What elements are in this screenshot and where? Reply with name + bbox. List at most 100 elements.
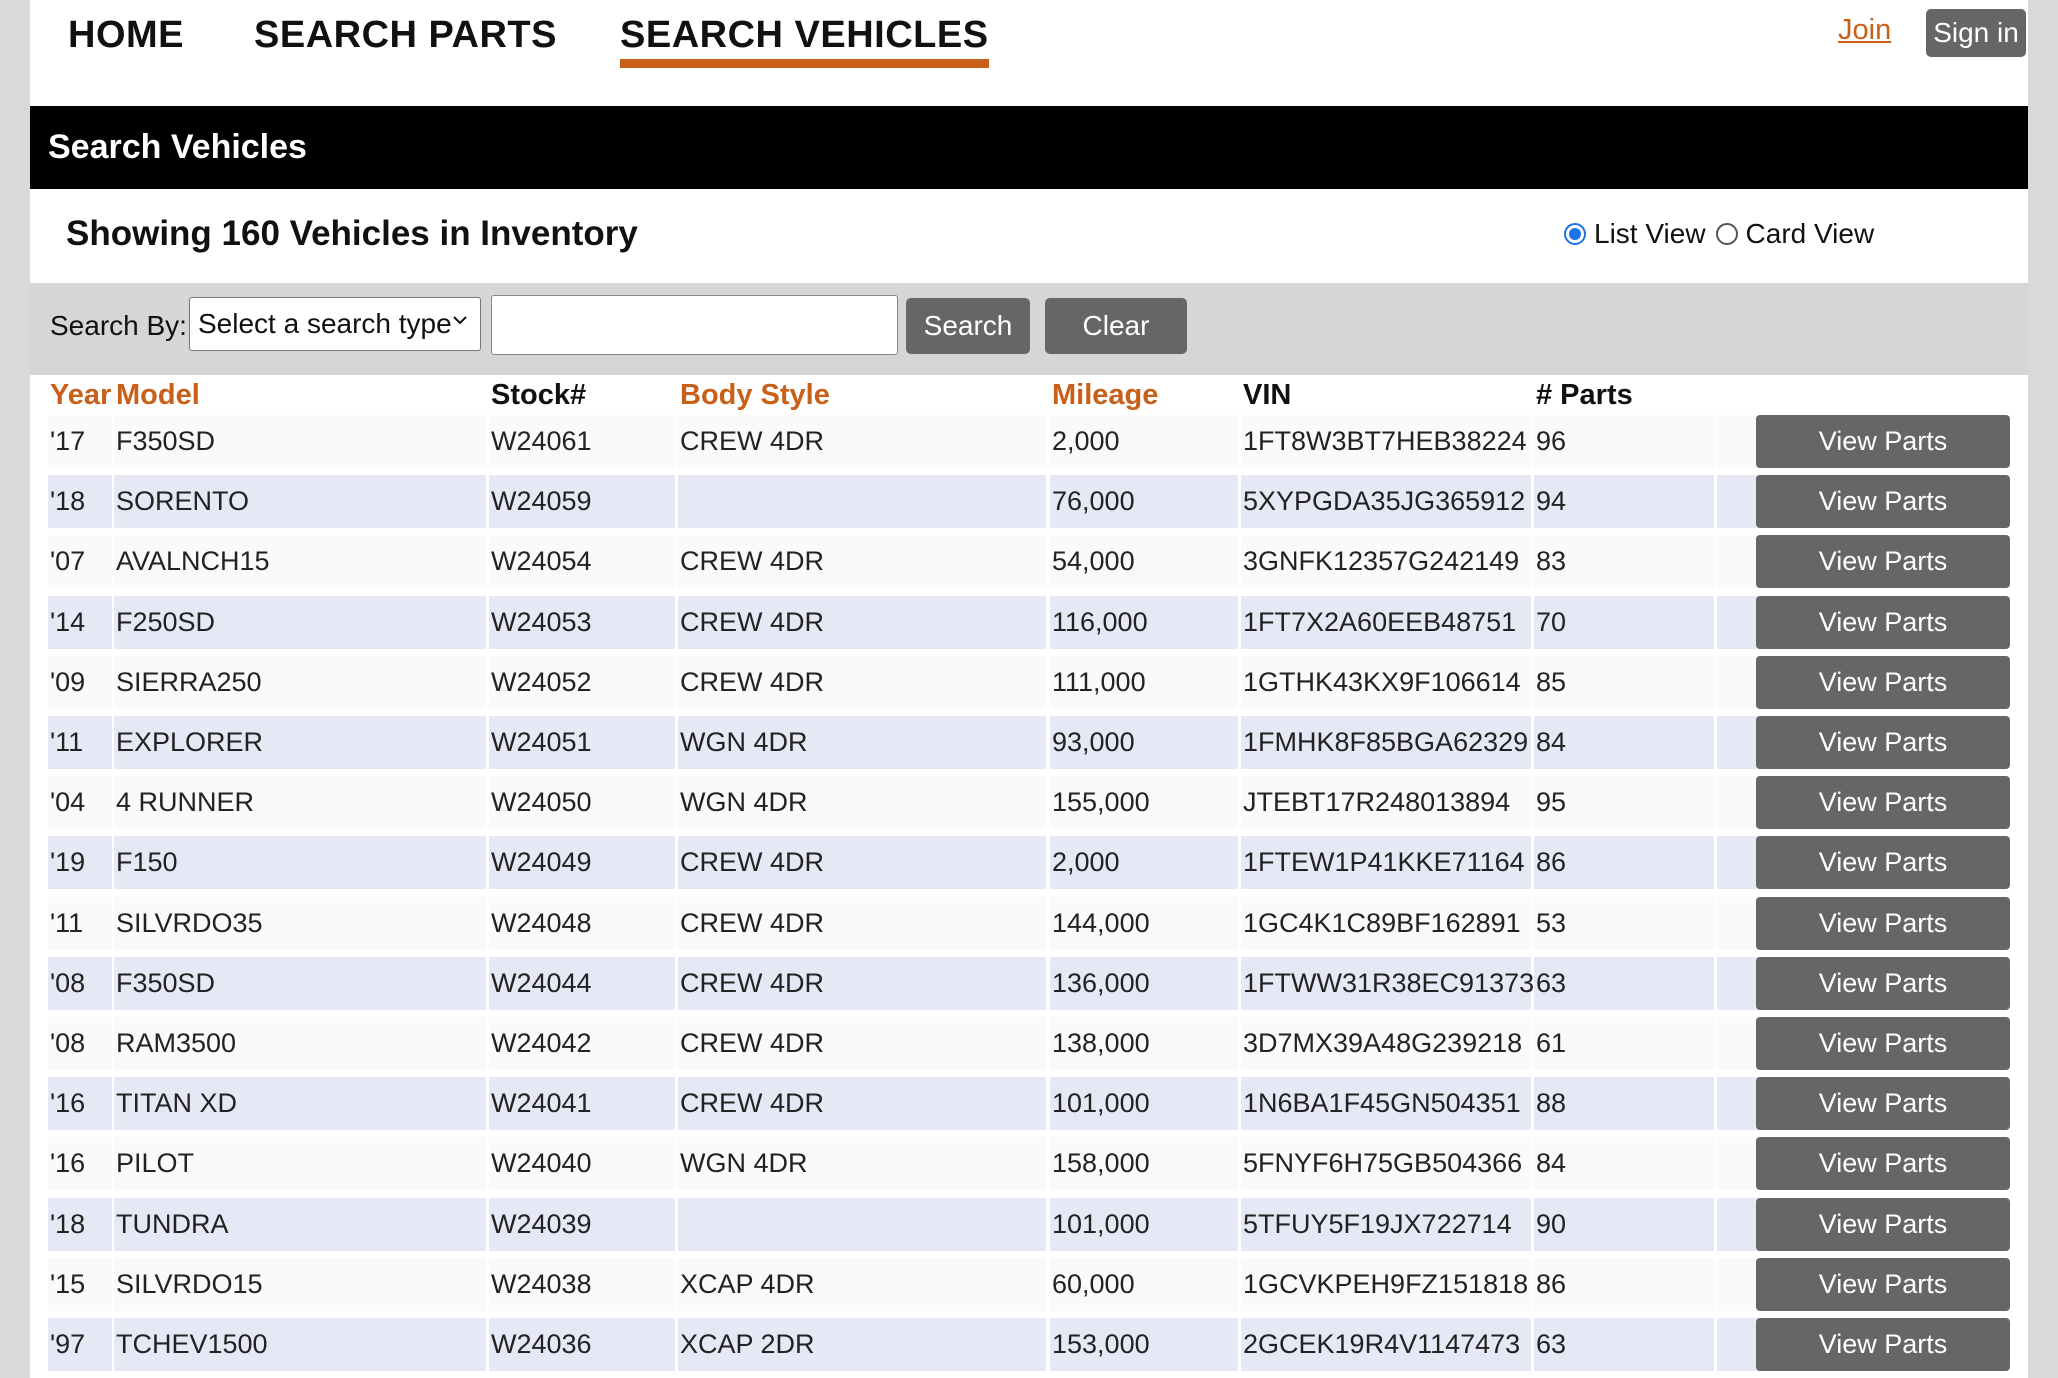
nav-search-parts-link[interactable]: SEARCH PARTS — [254, 14, 557, 56]
table-row: '07 AVALNCH15 W24054 CREW 4DR 54,000 3GNFK123… — [48, 533, 2010, 590]
cell-mileage: 138,000 — [1050, 1017, 1238, 1070]
cell-body-style: CREW 4DR — [678, 897, 1046, 950]
cell-mileage: 136,000 — [1050, 957, 1238, 1010]
cell-model: F350SD — [114, 415, 486, 468]
cell-stock: W24036 — [489, 1318, 675, 1371]
cell-body-style: XCAP 4DR — [678, 1258, 1046, 1311]
cell-mileage: 93,000 — [1050, 716, 1238, 769]
cell-body-style: CREW 4DR — [678, 1077, 1046, 1130]
table-row: '14 F250SD W24053 CREW 4DR 116,000 1FT7X2A60E… — [48, 594, 2010, 651]
cell-stock: W24039 — [489, 1198, 675, 1251]
cell-stock: W24054 — [489, 535, 675, 588]
view-parts-button[interactable]: View Parts — [1756, 1318, 2010, 1371]
view-parts-button[interactable]: View Parts — [1756, 1077, 2010, 1130]
cell-vin: 2GCEK19R4V1147473 — [1241, 1318, 1531, 1371]
nav-search-vehicles-link[interactable]: SEARCH VEHICLES — [620, 14, 989, 68]
card-view-radio[interactable] — [1715, 223, 1738, 245]
cell-mileage: 155,000 — [1050, 776, 1238, 829]
cell-parts: 96 — [1534, 415, 1714, 468]
cell-mileage: 153,000 — [1050, 1318, 1238, 1371]
cell-stock: W24042 — [489, 1017, 675, 1070]
table-row: '09 SIERRA250 W24052 CREW 4DR 111,000 1GTHK43… — [48, 654, 2010, 711]
view-parts-button[interactable]: View Parts — [1756, 897, 2010, 950]
table-row: '11 SILVRDO35 W24048 CREW 4DR 144,000 1GC4K1C… — [48, 895, 2010, 952]
cell-model: SORENTO — [114, 475, 486, 528]
cell-parts: 94 — [1534, 475, 1714, 528]
table-row: '18 TUNDRA W24039 101,000 5TFUY5F19JX722714 9… — [48, 1196, 2010, 1253]
header-body-style[interactable]: Body Style — [680, 379, 830, 411]
cell-vin: 3GNFK12357G242149 — [1241, 535, 1531, 588]
nav-home-link[interactable]: HOME — [68, 14, 184, 56]
sign-in-button[interactable]: Sign in — [1926, 9, 2026, 57]
cell-year: '97 — [48, 1318, 112, 1371]
view-parts-button[interactable]: View Parts — [1756, 836, 2010, 889]
cell-vin: 1GTHK43KX9F106614 — [1241, 656, 1531, 709]
view-parts-button[interactable]: View Parts — [1756, 1198, 2010, 1251]
card-view-label[interactable]: Card View — [1745, 218, 1875, 249]
table-row: '17 F350SD W24061 CREW 4DR 2,000 1FT8W3BT7HEB… — [48, 413, 2010, 470]
view-parts-button[interactable]: View Parts — [1756, 776, 2010, 829]
view-parts-button[interactable]: View Parts — [1756, 716, 2010, 769]
cell-mileage: 2,000 — [1050, 836, 1238, 889]
view-parts-button[interactable]: View Parts — [1756, 656, 2010, 709]
header-vin: VIN — [1243, 379, 1292, 411]
clear-button[interactable]: Clear — [1045, 298, 1187, 354]
cell-vin: 1FT7X2A60EEB48751 — [1241, 596, 1531, 649]
cell-model: TITAN XD — [114, 1077, 486, 1130]
cell-stock: W24049 — [489, 836, 675, 889]
cell-parts: 53 — [1534, 897, 1714, 950]
cell-mileage: 76,000 — [1050, 475, 1238, 528]
view-parts-button[interactable]: View Parts — [1756, 1137, 2010, 1190]
cell-model: F150 — [114, 836, 486, 889]
cell-body-style — [678, 475, 1046, 528]
cell-vin: 5TFUY5F19JX722714 — [1241, 1198, 1531, 1251]
cell-stock: W24051 — [489, 716, 675, 769]
table-row: '11 EXPLORER W24051 WGN 4DR 93,000 1FMHK8F85B… — [48, 714, 2010, 771]
cell-mileage: 158,000 — [1050, 1137, 1238, 1190]
table-row: '15 SILVRDO15 W24038 XCAP 4DR 60,000 1GCVKPEH… — [48, 1256, 2010, 1313]
cell-year: '11 — [48, 897, 112, 950]
list-view-label[interactable]: List View — [1594, 218, 1706, 249]
cell-mileage: 101,000 — [1050, 1198, 1238, 1251]
search-bar: Search By: Select a search type Search C… — [30, 283, 2028, 375]
cell-year: '04 — [48, 776, 112, 829]
cell-model: AVALNCH15 — [114, 535, 486, 588]
cell-model: TCHEV1500 — [114, 1318, 486, 1371]
cell-parts: 95 — [1534, 776, 1714, 829]
cell-year: '17 — [48, 415, 112, 468]
view-toggle: List View Card View — [1564, 218, 1884, 250]
view-parts-button[interactable]: View Parts — [1756, 1017, 2010, 1070]
cell-parts: 70 — [1534, 596, 1714, 649]
cell-vin: 5XYPGDA35JG365912 — [1241, 475, 1531, 528]
join-link[interactable]: Join — [1838, 14, 1892, 46]
view-parts-button[interactable]: View Parts — [1756, 475, 2010, 528]
cell-model: F350SD — [114, 957, 486, 1010]
cell-year: '14 — [48, 596, 112, 649]
cell-vin: 5FNYF6H75GB504366 — [1241, 1137, 1531, 1190]
cell-model: EXPLORER — [114, 716, 486, 769]
cell-mileage: 2,000 — [1050, 415, 1238, 468]
header-stock: Stock# — [491, 379, 587, 411]
cell-model: SIERRA250 — [114, 656, 486, 709]
list-view-radio[interactable] — [1564, 223, 1586, 245]
search-type-select[interactable]: Select a search type — [189, 297, 481, 351]
view-parts-button[interactable]: View Parts — [1756, 415, 2010, 468]
header-year[interactable]: Year — [50, 379, 112, 411]
view-parts-button[interactable]: View Parts — [1756, 535, 2010, 588]
header-model[interactable]: Model — [116, 379, 200, 411]
page-header-bar: Search Vehicles — [30, 106, 2028, 189]
header-mileage[interactable]: Mileage — [1052, 379, 1159, 411]
cell-vin: 1FMHK8F85BGA62329 — [1241, 716, 1531, 769]
cell-stock: W24052 — [489, 656, 675, 709]
cell-parts: 88 — [1534, 1077, 1714, 1130]
view-parts-button[interactable]: View Parts — [1756, 957, 2010, 1010]
cell-year: '19 — [48, 836, 112, 889]
view-parts-button[interactable]: View Parts — [1756, 1258, 2010, 1311]
cell-model: TUNDRA — [114, 1198, 486, 1251]
search-button[interactable]: Search — [906, 298, 1030, 354]
cell-parts: 86 — [1534, 1258, 1714, 1311]
search-input[interactable] — [491, 295, 898, 355]
cell-body-style: XCAP 2DR — [678, 1318, 1046, 1371]
cell-vin: 1FT8W3BT7HEB38224 — [1241, 415, 1531, 468]
view-parts-button[interactable]: View Parts — [1756, 596, 2010, 649]
